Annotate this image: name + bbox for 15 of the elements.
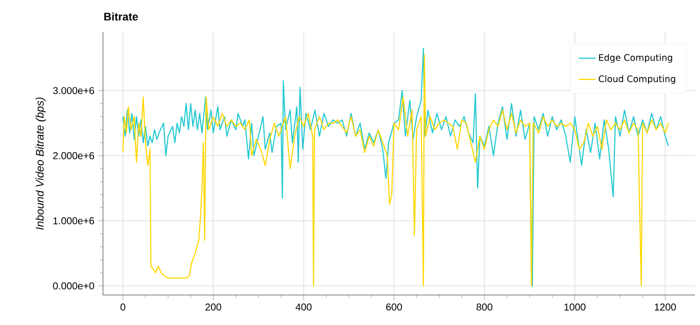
y-axis-title: Inbound Video Bitrate (bps) <box>36 98 46 230</box>
x-tick-label: 400 <box>296 304 312 311</box>
legend-label: Edge Computing <box>599 54 672 63</box>
chart-title: Bitrate <box>104 12 138 21</box>
x-tick-label: 600 <box>386 304 402 311</box>
x-tick-label: 0 <box>120 304 126 311</box>
x-tick-label: 200 <box>205 304 222 311</box>
y-tick-label: 2.000e+6 <box>53 152 94 160</box>
legend-label: Cloud Computing <box>598 75 676 84</box>
x-tick-label: 800 <box>476 304 492 311</box>
x-tick-label: 1000 <box>564 304 586 311</box>
x-tick-label: 1200 <box>654 304 676 311</box>
y-tick-label: 3.000e+6 <box>53 87 94 94</box>
y-tick-label: 0.000e+0 <box>53 282 94 290</box>
y-tick-label: 1.000e+6 <box>53 217 94 224</box>
